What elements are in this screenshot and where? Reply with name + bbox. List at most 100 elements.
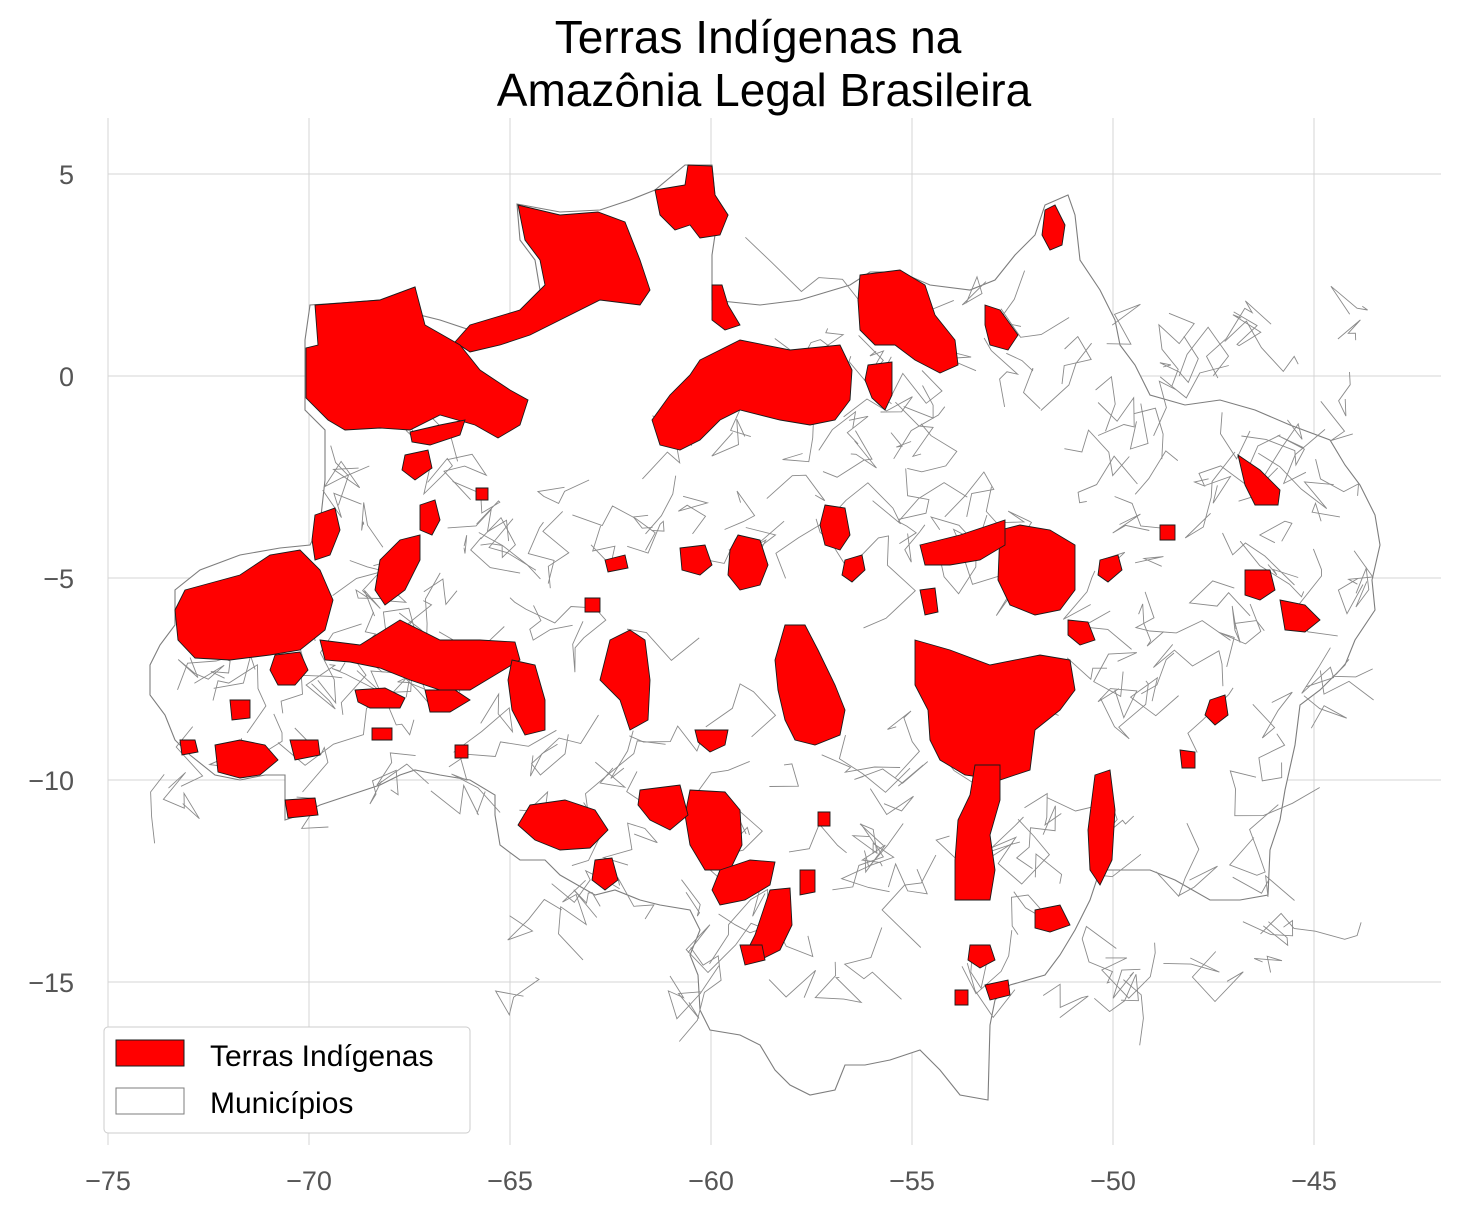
municipio-boundary: [1258, 452, 1334, 509]
ti-kayapo: [914, 639, 1076, 781]
municipio-boundary: [585, 740, 666, 816]
municipio-boundary: [766, 474, 826, 502]
municipio-boundary: [572, 609, 607, 673]
ti-acre-west: [319, 619, 521, 691]
municipio-boundary: [869, 788, 914, 816]
ti-rio-branco-1: [711, 284, 741, 331]
municipio-boundary: [1000, 308, 1070, 338]
municipio-boundary: [1097, 396, 1135, 436]
municipio-boundary: [893, 406, 946, 460]
municipio-boundary: [907, 423, 958, 473]
ti-oiapoque: [1041, 204, 1066, 251]
municipio-boundary: [832, 823, 884, 891]
ti-jurua-3: [419, 499, 441, 536]
ti-ms-10: [229, 699, 251, 721]
municipio-boundary: [1024, 792, 1062, 826]
municipio-boundary: [1220, 412, 1251, 460]
municipio-boundary: [1267, 564, 1299, 578]
municipio-boundary: [895, 401, 934, 458]
municipio-boundary: [1239, 540, 1305, 598]
municipio-boundary: [1061, 335, 1092, 385]
y-axis-ticks: 5 0 −5 −10 −15: [28, 160, 74, 998]
ti-ms-2: [817, 811, 831, 827]
municipio-boundary: [558, 879, 588, 961]
x-tick-label: −60: [688, 1166, 734, 1196]
municipio-boundary: [1205, 300, 1272, 379]
y-tick-label: −5: [43, 564, 74, 594]
municipio-boundary: [890, 432, 912, 448]
x-tick-label: −65: [487, 1166, 533, 1196]
legend-label-municipios: Municípios: [210, 1087, 353, 1120]
municipio-boundary: [509, 597, 589, 624]
municipio-boundary: [1319, 670, 1374, 701]
ti-ms-9: [179, 739, 199, 756]
ti-mato-grosso-3: [744, 887, 793, 961]
x-tick-label: −50: [1090, 1166, 1136, 1196]
municipio-boundary: [818, 410, 857, 451]
municipio-boundary: [859, 535, 916, 629]
y-tick-label: 5: [59, 160, 74, 190]
municipio-boundary: [1159, 365, 1229, 399]
ti-jurua-1: [374, 534, 421, 606]
municipio-boundary: [530, 714, 599, 776]
municipio-boundary: [711, 418, 746, 457]
municipio-boundary: [961, 275, 987, 306]
ti-tumucumaque: [857, 269, 959, 374]
municipio-boundary: [1066, 657, 1107, 681]
municipio-boundary: [881, 854, 937, 948]
municipio-boundary: [1123, 979, 1144, 1046]
municipio-boundary: [863, 842, 895, 867]
ti-tapajos-small: [819, 504, 851, 551]
municipio-boundary: [705, 683, 777, 738]
ti-rondonia-2: [591, 857, 619, 891]
ti-amapa-small: [864, 361, 893, 411]
municipio-boundary: [627, 520, 665, 554]
ti-ms-16: [984, 979, 1011, 1001]
municipio-boundary: [529, 743, 558, 777]
municipio-boundary: [1158, 312, 1195, 387]
municipio-boundary: [1204, 475, 1232, 504]
ti-madeira-1: [599, 629, 651, 731]
municipio-boundary: [463, 535, 468, 554]
municipio-boundary: [1263, 921, 1289, 947]
municipio-boundary: [280, 674, 343, 714]
municipio-boundary: [632, 514, 653, 529]
ti-alto-rio-negro: [305, 286, 529, 439]
ti-maues: [679, 544, 713, 576]
municipio-boundary: [1337, 319, 1361, 341]
municipio-boundary: [1094, 974, 1139, 1013]
municipio-boundary: [1282, 429, 1326, 485]
municipio-boundary: [488, 518, 537, 571]
ti-rondonia-3: [637, 784, 689, 831]
municipio-boundary: [1311, 501, 1340, 522]
municipio-boundary: [478, 532, 541, 580]
municipio-boundary: [1191, 951, 1244, 1003]
municipio-boundary: [1163, 957, 1220, 973]
municipio-boundary: [821, 754, 901, 773]
ti-mato-grosso-5: [967, 944, 996, 969]
x-tick-label: −55: [889, 1166, 935, 1196]
municipio-boundary: [1330, 285, 1368, 315]
municipio-boundary: [1229, 770, 1320, 817]
municipio-boundary: [1193, 465, 1245, 487]
municipio-boundary: [1134, 450, 1179, 495]
municipio-boundary: [843, 927, 902, 1000]
municipio-boundary: [1159, 335, 1199, 384]
municipio-boundary: [453, 692, 514, 753]
legend-swatch-municipios: [115, 1087, 185, 1115]
municipio-boundary: [590, 525, 616, 567]
ti-trincheira: [997, 524, 1076, 616]
municipio-boundary: [667, 965, 720, 1020]
municipio-boundary: [1112, 513, 1150, 534]
municipio-boundary: [443, 453, 488, 501]
municipio-boundary: [645, 475, 677, 535]
municipio-boundary: [1254, 955, 1283, 973]
ti-ms-13: [454, 744, 469, 759]
map-title-line1: Terras Indígenas na: [555, 11, 962, 63]
municipio-boundary: [685, 922, 781, 974]
municipio-boundary: [542, 511, 570, 589]
ti-ms-15: [954, 989, 969, 1006]
municipio-boundary: [840, 823, 904, 893]
municipio-boundary: [1101, 942, 1156, 999]
ti-para-small-1: [919, 587, 939, 616]
